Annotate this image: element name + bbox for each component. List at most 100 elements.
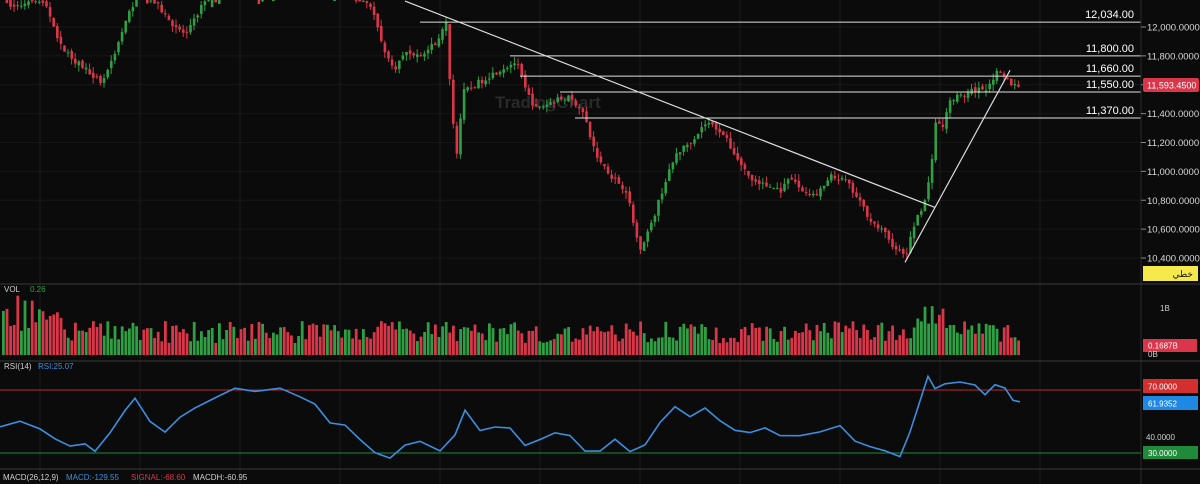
volume-bar-13 (48, 315, 52, 355)
volume-bar-159 (574, 338, 578, 355)
volume-bar-87 (315, 324, 318, 355)
macd-title: MACD(26,12,9) (3, 473, 59, 482)
candle-body-250 (902, 249, 905, 254)
volume-bar-105 (380, 321, 383, 355)
volume-bar-232 (837, 322, 840, 355)
candle-body-270 (974, 87, 977, 93)
volume-bar-83 (300, 321, 304, 355)
candle-body-125 (452, 79, 455, 124)
volume-bar-122 (441, 326, 444, 355)
volume-bar-132 (477, 332, 480, 355)
volume-bar-85 (308, 325, 311, 355)
volume-bar-225 (812, 340, 815, 355)
candle-body-15 (56, 26, 59, 39)
volume-bar-17 (63, 329, 66, 355)
volume-bar-57 (207, 330, 210, 355)
volume-bar-7 (27, 327, 30, 355)
volume-bar-170 (614, 334, 617, 355)
volume-bar-212 (765, 326, 768, 355)
candle-body-212 (765, 182, 768, 187)
volume-bar-90 (326, 324, 329, 355)
candle-body-51 (185, 31, 189, 33)
candle-body-202 (729, 138, 732, 149)
candle-body-217 (783, 183, 786, 191)
macd-pane: MACD(26,12,9) MACD:-129.55 SIGNAL:-68.60… (3, 473, 248, 482)
level-label-3: 11,550.00 (1086, 79, 1134, 91)
volume-bar-12 (45, 319, 48, 355)
candle-body-33 (120, 31, 124, 42)
candle-body-159 (574, 100, 577, 106)
volume-bar-151 (545, 341, 549, 355)
volume-bar-38 (138, 340, 142, 355)
candle-body-23 (84, 67, 88, 70)
candle-body-174 (628, 191, 631, 204)
volume-bar-45 (164, 321, 167, 355)
candle-body-280 (1010, 78, 1013, 86)
candle-body-264 (952, 100, 955, 102)
volume-bar-46 (167, 342, 171, 355)
volume-bar-167 (603, 332, 606, 355)
candle-body-141 (509, 64, 513, 68)
candle-body-242 (873, 221, 876, 224)
candle-body-211 (761, 182, 765, 184)
volume-bar-160 (578, 339, 581, 355)
volume-bar-180 (650, 338, 653, 355)
candle-body-106 (383, 42, 387, 53)
volume-bar-34 (124, 331, 128, 355)
volume-bar-154 (556, 333, 560, 355)
candle-body-18 (66, 52, 70, 54)
volume-bar-116 (419, 336, 423, 355)
volume-bar-150 (542, 342, 545, 355)
price-tick-label-3: 11,400.0000 (1147, 109, 1199, 120)
volume-bar-111 (401, 329, 405, 355)
volume-bar-249 (898, 335, 902, 355)
candle-body-147 (531, 93, 534, 106)
candle-body-240 (866, 206, 869, 217)
volume-bar-178 (642, 333, 646, 355)
volume-bar-268 (966, 329, 970, 355)
pane-separators[interactable] (0, 283, 1200, 470)
candle-body-220 (794, 179, 797, 182)
candle-body-30 (110, 60, 113, 69)
candle-body-110 (398, 60, 401, 69)
volume-bar-274 (988, 325, 992, 355)
candle-body-208 (750, 174, 754, 181)
candle-body-53 (192, 18, 196, 26)
volume-bar-163 (588, 325, 592, 355)
trendline-0[interactable] (404, 0, 936, 209)
candle-body-275 (992, 79, 995, 85)
volume-bar-217 (783, 326, 786, 355)
trendlines[interactable] (404, 0, 1011, 263)
price-axis[interactable]: 12,000.000011,800.000011,600.000011,400.… (1140, 0, 1200, 484)
candle-body-169 (610, 174, 613, 179)
level-label-2: 11,660.00 (1086, 63, 1134, 75)
volume-bar-168 (606, 331, 610, 355)
volume-bar-267 (963, 321, 966, 355)
volume-bar-187 (675, 340, 678, 355)
volume-bar-260 (938, 314, 941, 355)
candle-body-205 (740, 158, 743, 166)
candle-body-171 (617, 177, 621, 184)
candle-body-14 (52, 18, 55, 27)
scale-mode-button[interactable]: خطي (1143, 266, 1198, 281)
volume-bar-48 (174, 325, 178, 355)
volume-bar-237 (855, 330, 858, 355)
volume-bar-112 (405, 328, 408, 355)
volume-bar-62 (225, 329, 228, 355)
candle-body-47 (171, 20, 174, 27)
volume-bar-106 (383, 323, 387, 355)
candle-body-180 (650, 222, 653, 231)
volume-bar-157 (567, 327, 570, 355)
candle-body-144 (520, 63, 523, 76)
candle-body-210 (758, 180, 761, 185)
candle-body-251 (905, 253, 909, 255)
volume-bar-234 (844, 325, 848, 355)
volume-bar-93 (336, 331, 340, 355)
volume-bar-216 (779, 331, 783, 355)
trendline-1[interactable] (904, 70, 1011, 263)
candle-body-201 (725, 135, 729, 138)
candle-body-271 (977, 87, 981, 93)
volume-bar-190 (686, 328, 689, 355)
horizontal-levels[interactable]: 12,034.00 11,800.00 11,660.00 11,550.00 11,3… (420, 9, 1141, 119)
